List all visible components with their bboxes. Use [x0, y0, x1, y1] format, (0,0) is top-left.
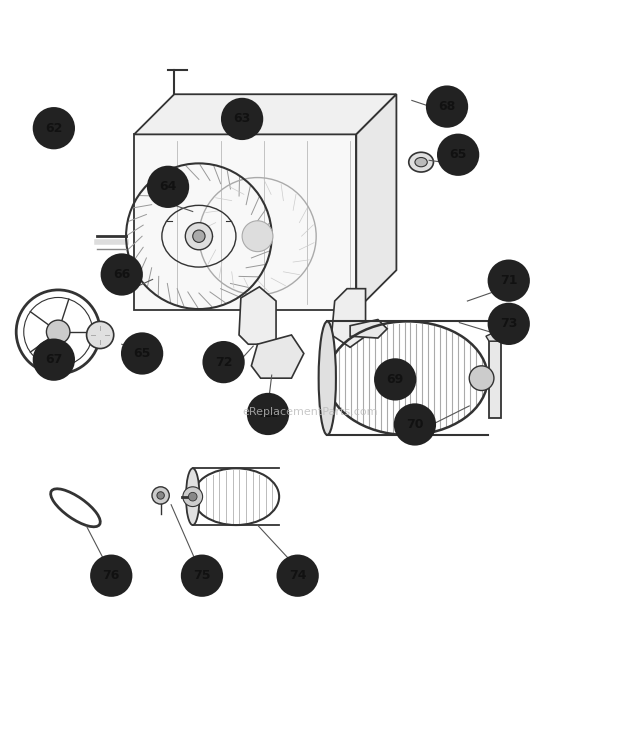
Circle shape	[469, 366, 494, 391]
Ellipse shape	[409, 153, 433, 172]
Circle shape	[204, 342, 243, 382]
Circle shape	[427, 87, 467, 126]
Text: 64: 64	[159, 180, 177, 193]
Text: 72: 72	[215, 356, 232, 368]
Circle shape	[157, 492, 164, 499]
Circle shape	[102, 254, 141, 294]
Circle shape	[34, 340, 74, 379]
Text: 71: 71	[500, 274, 518, 287]
Polygon shape	[486, 332, 502, 341]
Circle shape	[92, 556, 131, 595]
Ellipse shape	[186, 468, 200, 525]
Circle shape	[242, 221, 273, 251]
Circle shape	[87, 321, 113, 348]
Text: 75: 75	[193, 569, 211, 583]
Polygon shape	[134, 135, 356, 310]
Text: 69: 69	[386, 373, 404, 386]
Text: 62: 62	[45, 122, 63, 135]
Circle shape	[152, 487, 169, 504]
Ellipse shape	[319, 321, 336, 435]
Circle shape	[185, 222, 213, 250]
Circle shape	[248, 394, 288, 434]
Text: 74: 74	[289, 569, 306, 583]
Text: 76: 76	[102, 569, 120, 583]
Text: 70: 70	[406, 418, 423, 431]
Circle shape	[182, 556, 222, 595]
Circle shape	[438, 135, 478, 175]
Circle shape	[223, 99, 262, 138]
Polygon shape	[134, 94, 396, 135]
Polygon shape	[332, 289, 366, 347]
Text: 66: 66	[113, 268, 130, 281]
Circle shape	[183, 487, 203, 507]
Circle shape	[278, 556, 317, 595]
Polygon shape	[350, 319, 387, 338]
Circle shape	[122, 334, 162, 373]
Polygon shape	[239, 287, 276, 344]
Circle shape	[489, 261, 528, 301]
Circle shape	[395, 405, 435, 444]
Circle shape	[188, 493, 197, 501]
Circle shape	[376, 359, 415, 400]
Circle shape	[148, 167, 188, 207]
Ellipse shape	[415, 158, 427, 167]
Text: 65: 65	[450, 148, 467, 161]
Polygon shape	[251, 335, 304, 378]
Text: 72a: 72a	[258, 409, 278, 419]
Circle shape	[489, 304, 528, 344]
Circle shape	[46, 320, 70, 344]
Text: 68: 68	[438, 100, 456, 113]
Circle shape	[193, 230, 205, 243]
Polygon shape	[489, 341, 502, 418]
Circle shape	[34, 109, 74, 148]
Polygon shape	[356, 94, 396, 310]
Text: eReplacementParts.com: eReplacementParts.com	[242, 407, 378, 417]
Text: 63: 63	[234, 112, 250, 126]
Text: 73: 73	[500, 318, 518, 330]
Text: 65: 65	[133, 347, 151, 360]
Text: 67: 67	[45, 353, 63, 366]
